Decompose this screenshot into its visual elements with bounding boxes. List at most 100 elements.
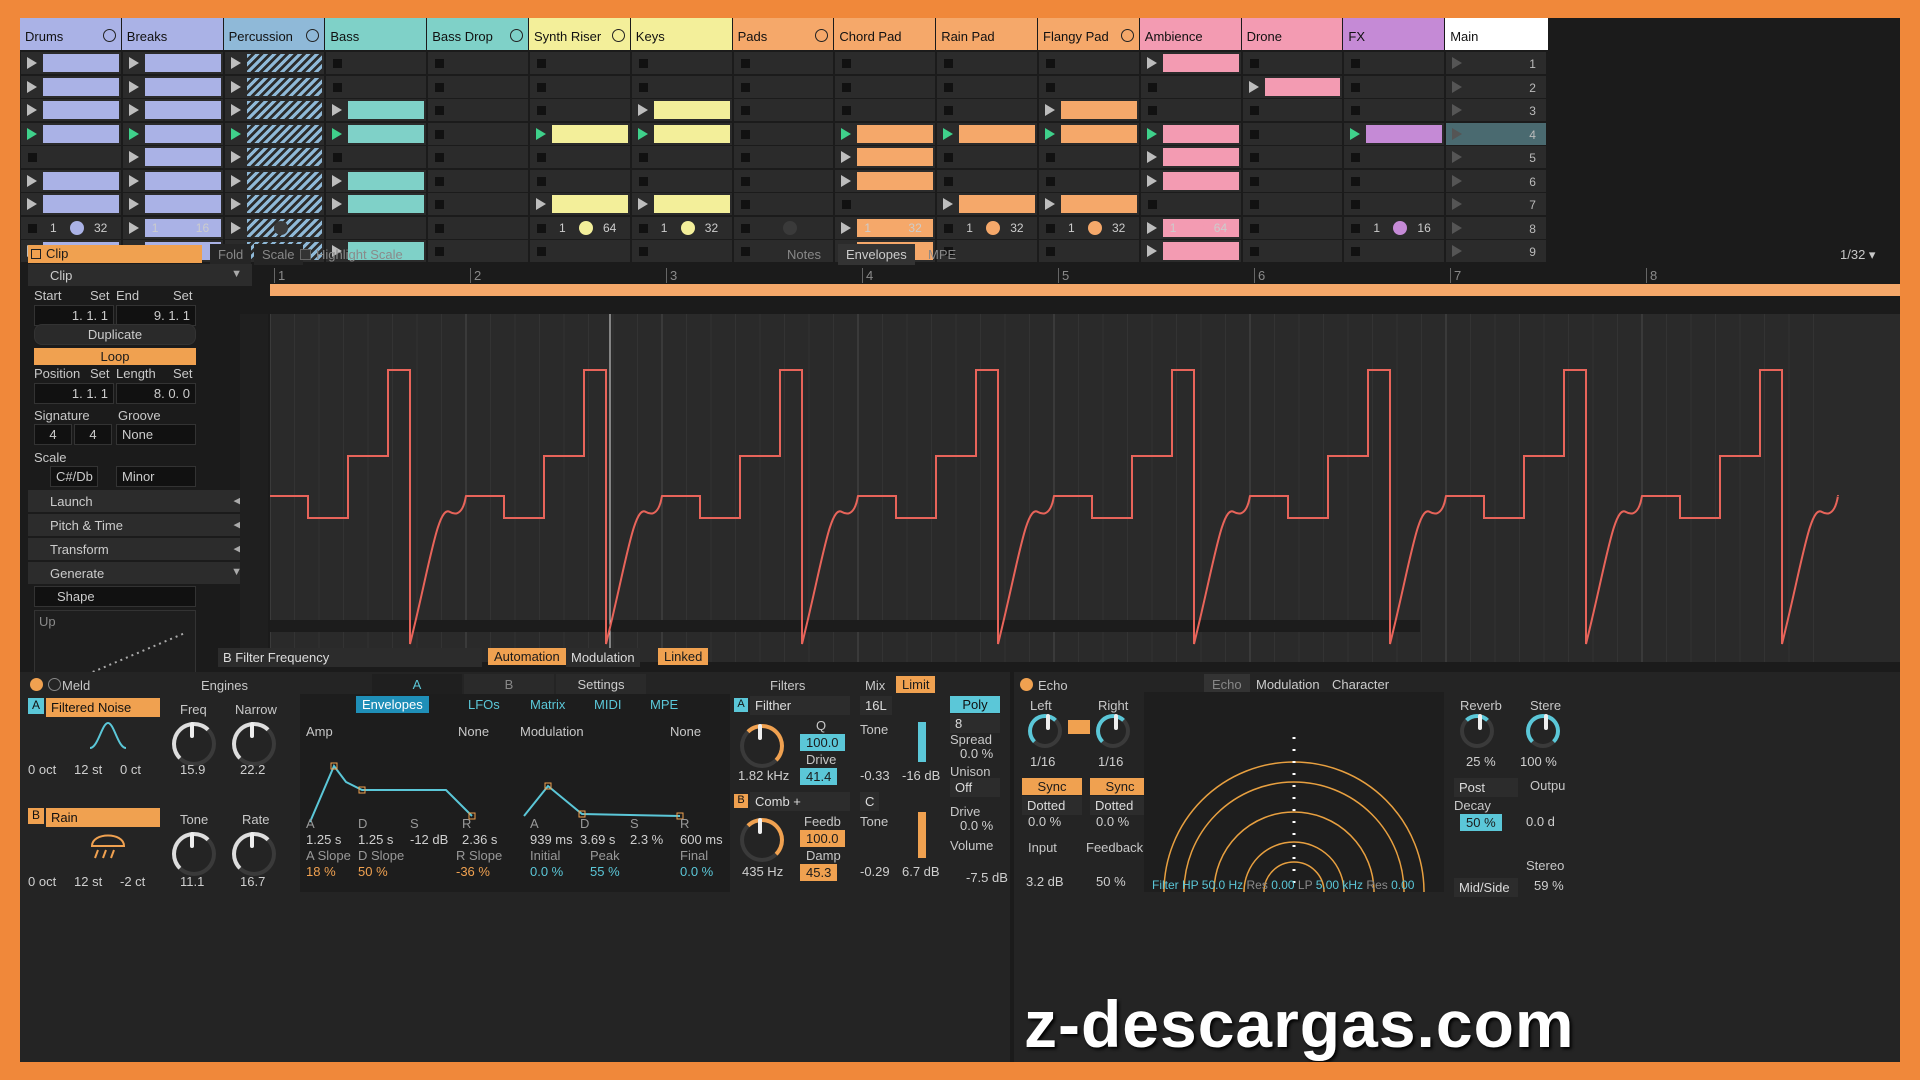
stop-icon[interactable] [1249,176,1259,186]
play-icon[interactable] [27,57,37,69]
envelope-curve[interactable] [270,314,1900,662]
clip-slot[interactable] [835,99,936,121]
mod-param-value[interactable]: 2.3 % [630,832,664,847]
stop-icon[interactable] [435,59,445,68]
clip-slot[interactable] [1344,122,1445,145]
tab-settings[interactable]: Settings [556,674,646,695]
stop-icon[interactable] [638,59,648,68]
clip-slot[interactable] [937,240,1037,262]
osc-a-oct[interactable]: 0 oct [28,762,57,777]
spread-value[interactable]: 0.0 % [960,746,994,761]
clip-slot[interactable] [631,52,732,74]
clip-slot[interactable] [1242,169,1343,192]
loop-brace[interactable] [270,284,1900,296]
amp-slope-value[interactable]: 18 % [306,864,336,879]
filter-b-select[interactable]: Comb + [750,792,850,811]
clip-slot[interactable] [733,240,834,262]
clip[interactable] [144,101,221,119]
stop-icon[interactable] [28,153,37,162]
automation-button[interactable]: Automation [488,648,566,665]
right-mode-select[interactable]: Dotted [1090,796,1150,815]
filter-hp-value[interactable]: 50.0 Hz [1201,878,1244,892]
play-icon[interactable] [230,80,241,93]
fold-button[interactable]: Fold [210,244,252,265]
stop-icon[interactable] [638,247,648,256]
stop-icon[interactable] [1249,223,1259,233]
clip-slot[interactable] [1140,99,1241,121]
clip-slot[interactable] [21,52,121,74]
clip[interactable] [1162,242,1239,260]
scene-launch-icon[interactable] [1452,80,1463,93]
clip-slot[interactable]: 6 [1446,169,1546,192]
clip[interactable] [1162,148,1239,166]
clip-slot[interactable] [835,146,936,168]
length-set-button[interactable]: Set [173,366,193,381]
stop-icon[interactable] [28,223,37,233]
clip-slot[interactable] [1242,99,1343,121]
clip[interactable] [43,54,119,72]
clip-slot[interactable] [1242,216,1343,239]
output-value[interactable]: 0.0 d [1526,814,1555,829]
clip-slot[interactable]: 7 [1446,193,1546,215]
stop-icon[interactable] [1351,82,1361,92]
clip-slot[interactable] [428,216,528,239]
clip-slot[interactable] [326,75,427,98]
clip-slot[interactable] [631,99,732,121]
right-offset-value[interactable]: 0.0 % [1096,814,1130,829]
play-icon[interactable] [27,198,37,210]
end-field[interactable]: 9. 1. 1 [116,305,196,326]
clip-slot[interactable] [326,240,427,262]
clip-slot[interactable] [1344,240,1445,262]
stop-icon[interactable] [740,247,750,256]
clip-slot[interactable] [428,52,528,74]
clip-slot[interactable] [1140,240,1241,262]
clip-slot[interactable] [631,169,732,192]
track-header-10[interactable]: Flangy Pad [1038,18,1140,50]
play-icon[interactable] [1045,198,1055,210]
clip-slot[interactable] [326,122,427,145]
stop-icon[interactable] [944,82,954,92]
stop-icon[interactable] [333,59,343,68]
clip[interactable] [144,54,221,72]
clip-slot[interactable] [1039,193,1139,215]
left-offset-value[interactable]: 0.0 % [1028,814,1062,829]
stop-icon[interactable] [435,200,445,209]
clip-slot[interactable] [1140,146,1241,168]
groove-select[interactable]: None [116,424,196,445]
volume-value[interactable]: -7.5 dB [966,870,1008,885]
clip-slot[interactable] [122,99,223,121]
play-icon[interactable] [230,151,241,163]
amp-param-value[interactable]: 1.25 s [358,832,394,847]
clip-slot[interactable] [428,146,528,168]
track-header-14[interactable]: Main [1445,18,1550,50]
play-icon[interactable] [128,57,139,69]
play-icon[interactable] [230,221,241,234]
stop-icon[interactable] [638,82,648,92]
clip-slot[interactable] [1242,240,1343,262]
stop-icon[interactable] [435,247,445,256]
osc-b-ct[interactable]: -2 ct [120,874,146,889]
stop-icon[interactable] [537,247,546,256]
tab-notes[interactable]: Notes [787,247,821,262]
clip-slot[interactable] [224,75,325,98]
clip-slot[interactable] [631,75,732,98]
meld-play-icon[interactable] [48,678,61,691]
play-icon[interactable] [27,80,37,93]
clip-slot[interactable] [530,75,630,98]
clip-slot[interactable]: 4 [1446,122,1546,145]
fold-icon[interactable] [306,29,320,42]
link-toggle-icon[interactable] [1068,720,1090,734]
scene-launch-icon[interactable] [1452,198,1463,210]
clip[interactable] [144,195,221,213]
stop-icon[interactable] [1249,247,1259,256]
clip-slot[interactable] [937,75,1037,98]
q-value[interactable]: 100.0 [800,734,845,751]
stop-icon[interactable] [1351,106,1361,115]
clip[interactable] [348,242,425,260]
track-header-3[interactable]: Bass [325,18,428,50]
clip[interactable] [144,171,221,190]
res-1-value[interactable]: 0.00 [1271,878,1295,892]
play-icon[interactable] [1146,245,1157,257]
play-icon[interactable] [841,127,852,140]
clip-slot[interactable] [631,146,732,168]
